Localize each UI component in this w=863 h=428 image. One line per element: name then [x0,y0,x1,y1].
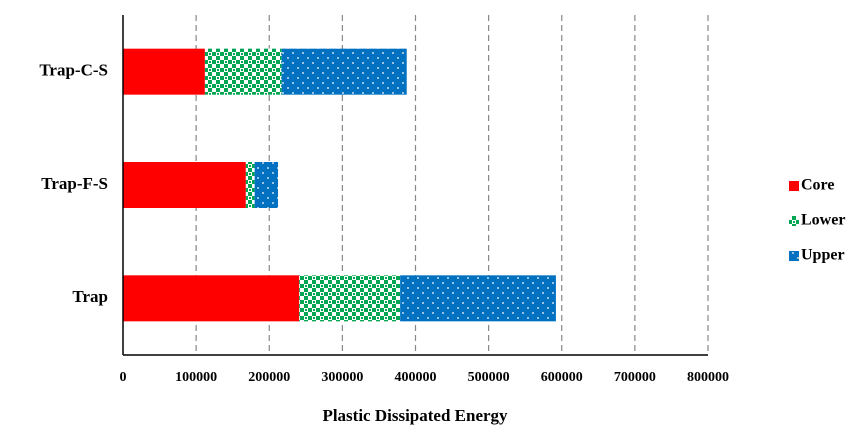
x-tick-label: 0 [120,370,127,385]
x-tick-label: 400000 [395,370,437,385]
bar-segment [281,48,407,95]
legend-label: Upper [801,247,845,264]
legend-swatch [789,251,799,261]
bar-segment [254,162,279,208]
bar-segment [400,275,556,322]
x-tick-label: 700000 [614,370,656,385]
bar-segment [123,48,205,95]
y-tick-label: Trap [72,287,108,306]
legend-label: Lower [801,212,845,229]
y-tick-label: Trap-C-S [39,61,108,80]
bar-segment [123,275,300,322]
legend-label: Core [801,177,834,194]
x-axis-title: Plastic Dissipated Energy [322,406,508,425]
x-tick-label: 600000 [541,370,583,385]
bar-segment [245,162,255,208]
legend-swatch [789,181,799,191]
bar-segment [204,48,282,95]
x-tick-label: 200000 [248,370,290,385]
x-tick-label: 500000 [468,370,510,385]
bar-segment [299,275,401,322]
bar-segment [123,162,246,208]
x-tick-label: 800000 [687,370,729,385]
x-tick-label: 300000 [321,370,363,385]
legend-swatch [789,216,799,226]
y-tick-label: Trap-F-S [41,174,108,193]
x-tick-label: 100000 [175,370,217,385]
